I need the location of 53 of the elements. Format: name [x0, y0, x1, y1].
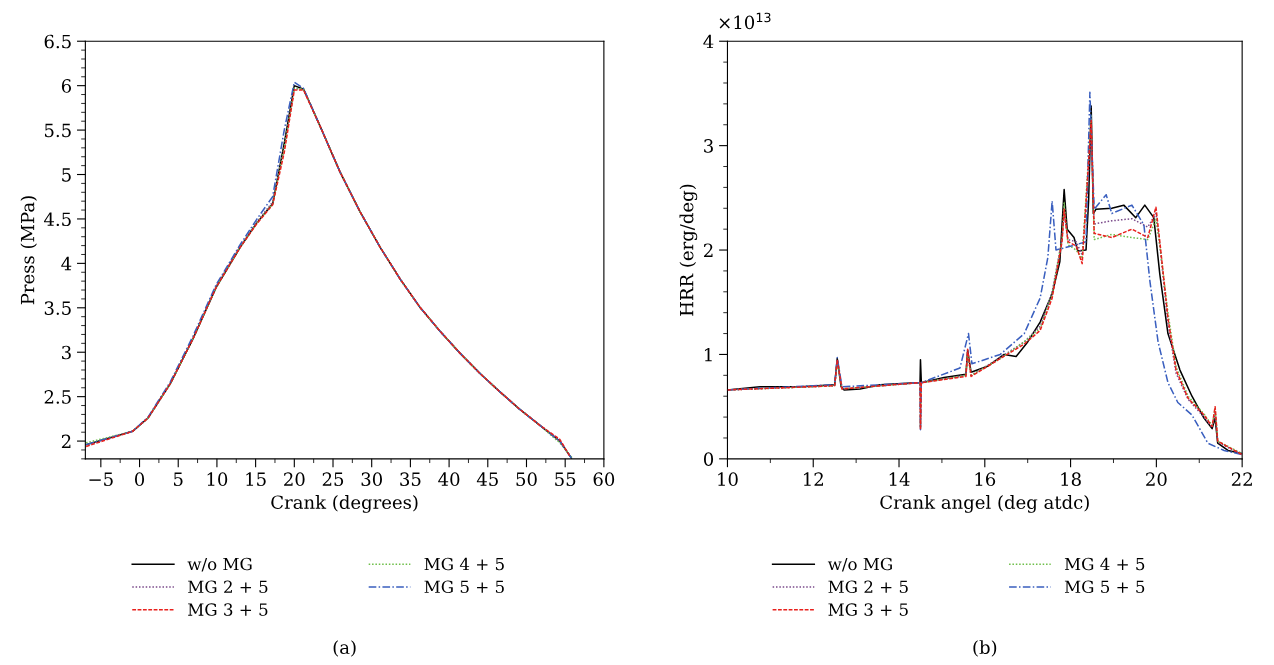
x-tick-label: 10: [718, 472, 738, 487]
x-tick-label: 40: [438, 472, 460, 487]
y-tick-label: 2: [704, 243, 713, 257]
text: (b): [973, 640, 997, 657]
text: (a): [333, 640, 356, 657]
x-tick-label: −5: [89, 472, 113, 487]
legend-label: MG 2 + 5: [828, 580, 908, 594]
y-tick-label: 4: [61, 256, 72, 271]
y-tick-label: 0: [703, 452, 714, 466]
x-tick-label: 12: [803, 472, 823, 486]
x-tick-label: 22: [1231, 472, 1252, 486]
y-tick-label: 3: [62, 345, 71, 360]
legend-label: w/o MG: [187, 557, 252, 572]
legend-label: MG 2 + 5: [188, 580, 268, 594]
text: ×10$^{13}$: [719, 12, 771, 30]
legend-label: w/o MG: [827, 557, 892, 572]
legend-label: MG 3 + 5: [188, 603, 268, 616]
x-tick-label: 18: [1061, 472, 1081, 487]
legend-label: MG 3 + 5: [828, 603, 908, 616]
x-tick-label: 14: [889, 472, 910, 486]
y-tick-label: 6: [61, 79, 72, 93]
x-tick-label: 5: [174, 472, 183, 487]
y-tick-label: 5.5: [44, 123, 71, 138]
x-tick-label: 35: [400, 472, 421, 487]
y-tick-label: 6.5: [44, 34, 71, 49]
legend-label: MG 5 + 5: [424, 580, 504, 594]
x-tick-label: 10: [207, 472, 228, 487]
y-tick-label: 2.5: [44, 390, 71, 404]
y-tick-label: 5: [62, 168, 71, 182]
legend-label: MG 4 + 5: [1064, 557, 1145, 571]
x-tick-label: 20: [1146, 472, 1167, 487]
y-tick-label: 3: [704, 139, 713, 153]
x-tick-label: 0: [134, 472, 145, 487]
x-tick-label: 50: [516, 472, 537, 487]
x-tick-label: 25: [322, 472, 344, 487]
y-tick-label: 1: [704, 347, 712, 362]
y-tick-label: 4: [703, 34, 714, 49]
x-tick-label: 55: [555, 472, 576, 487]
x-tick-label: 16: [975, 472, 996, 487]
y-tick-label: 3.5: [44, 301, 71, 315]
x-tick-label: 45: [476, 472, 498, 487]
legend-label: MG 5 + 5: [1064, 580, 1145, 594]
y-axis-title: Press (MPa): [20, 196, 37, 305]
x-tick-label: 20: [284, 472, 305, 487]
x-tick-label: 30: [361, 472, 382, 487]
x-axis-title: Crank angel (deg atdc): [880, 495, 1089, 513]
x-axis-title: Crank (degrees): [271, 495, 418, 513]
y-tick-label: 2: [61, 434, 71, 448]
y-tick-label: 4.5: [44, 212, 71, 227]
x-tick-label: 15: [246, 472, 266, 487]
x-tick-label: 60: [593, 472, 615, 487]
legend-label: MG 4 + 5: [424, 557, 504, 571]
y-axis-title: HRR (erg/deg): [679, 184, 698, 316]
